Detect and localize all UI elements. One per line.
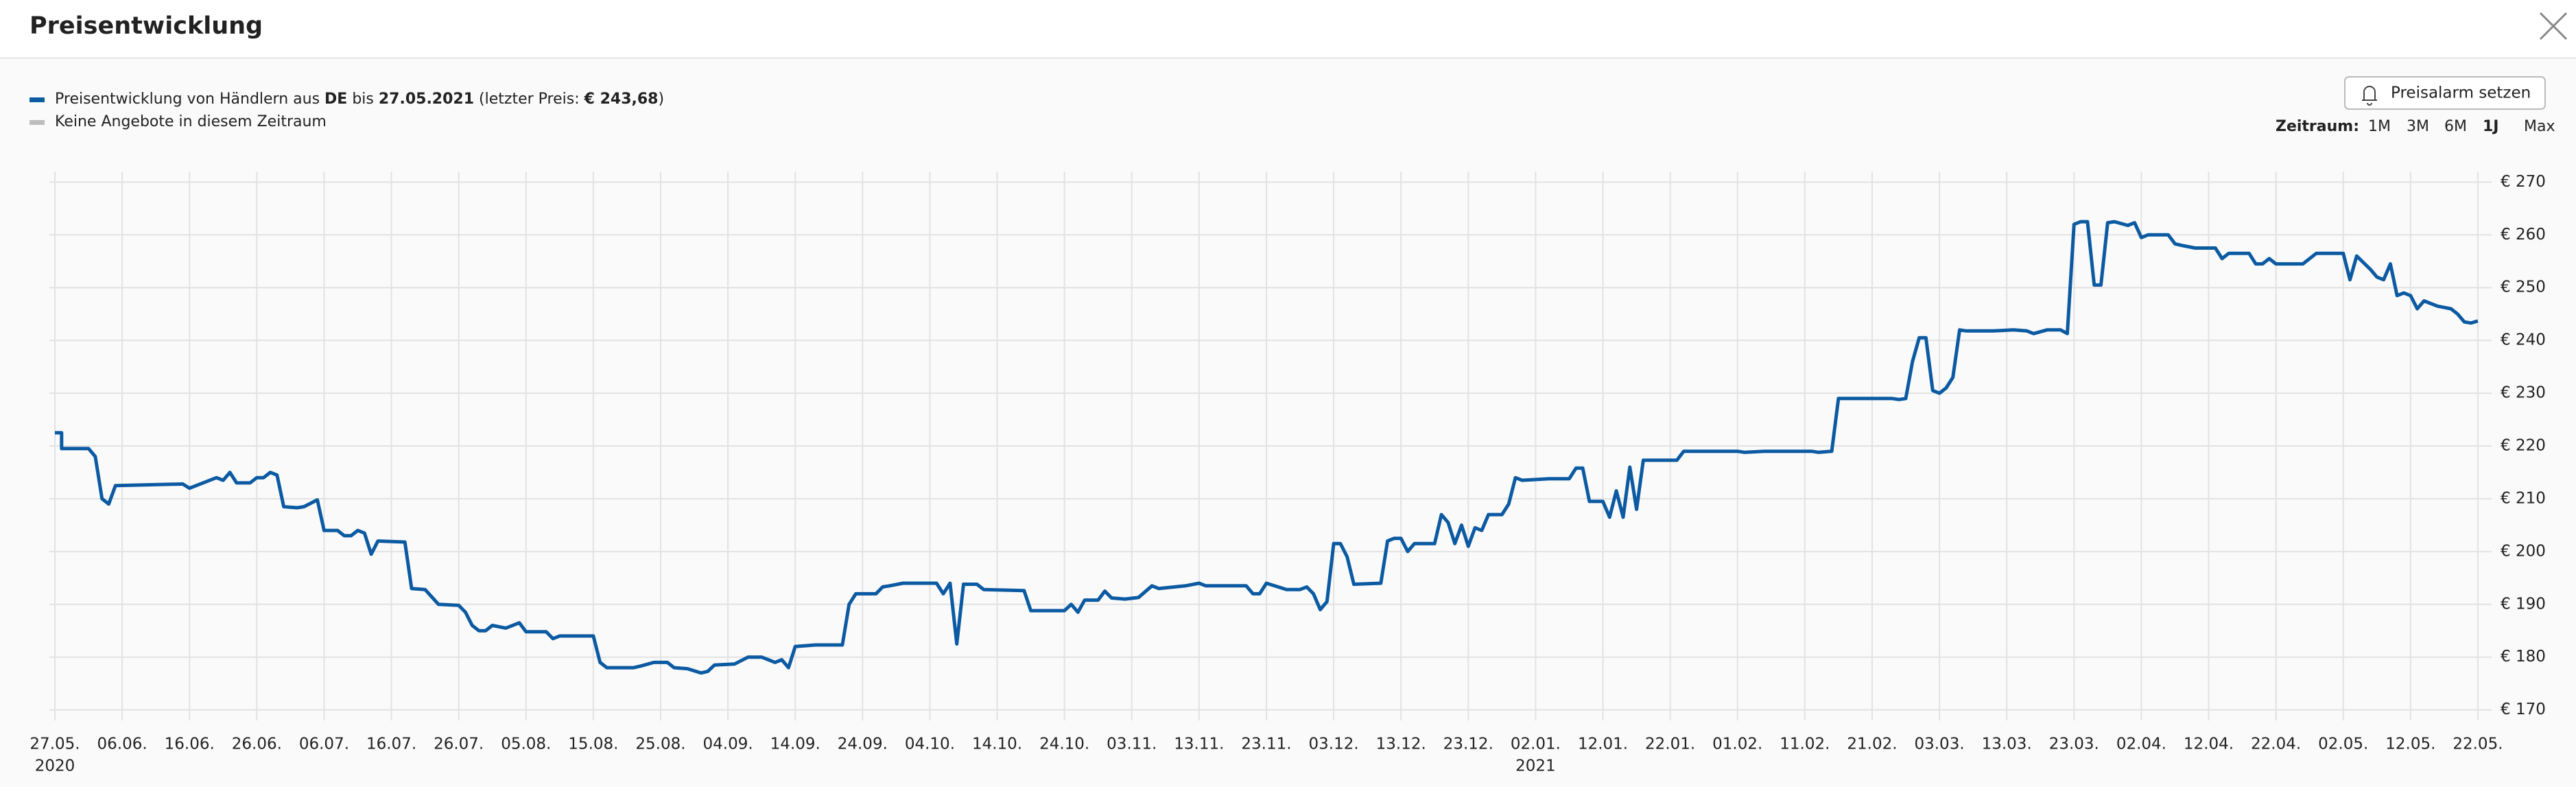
x-tick-label: 22.05. xyxy=(2453,736,2503,753)
x-tick-label: 27.05. xyxy=(29,736,80,753)
y-tick-label: € 230 xyxy=(2501,384,2546,402)
legend-label: Preisentwicklung von Händlern aus DE bis… xyxy=(55,91,664,108)
x-tick-label: 12.04. xyxy=(2184,736,2234,753)
legend-swatch xyxy=(29,97,45,102)
y-tick-label: € 180 xyxy=(2501,648,2546,666)
x-tick-label: 04.09. xyxy=(703,736,753,753)
x-tick-label: 22.01. xyxy=(1645,736,1695,753)
alarm-button[interactable]: Preisalarm setzen xyxy=(2344,76,2546,110)
range-option[interactable]: 1M xyxy=(2368,118,2391,135)
y-tick-label: € 270 xyxy=(2501,173,2546,191)
y-tick-label: € 250 xyxy=(2501,279,2546,296)
x-tick-label: 24.09. xyxy=(838,736,888,753)
x-tick-label: 02.04. xyxy=(2116,736,2166,753)
x-tick-label: 26.07. xyxy=(434,736,484,753)
x-year-label: 2021 xyxy=(1515,757,1556,775)
bell-icon xyxy=(2362,86,2377,106)
x-tick-label: 23.11. xyxy=(1241,736,1291,753)
legend-part: bis xyxy=(347,91,379,108)
x-tick-label: 12.05. xyxy=(2385,736,2435,753)
x-tick-label: 02.01. xyxy=(1511,736,1561,753)
x-tick-label: 13.11. xyxy=(1174,736,1224,753)
range-option[interactable]: 1J xyxy=(2483,118,2499,135)
button-label[interactable]: Preisalarm setzen xyxy=(2391,84,2531,102)
x-tick-label: 16.07. xyxy=(366,736,416,753)
y-tick-label: € 210 xyxy=(2501,489,2546,507)
x-tick-label: 11.02. xyxy=(1780,736,1830,753)
x-tick-label: 21.02. xyxy=(1847,736,1897,753)
x-tick-label: 01.02. xyxy=(1712,736,1762,753)
y-tick-label: € 170 xyxy=(2501,701,2546,718)
x-tick-label: 13.12. xyxy=(1376,736,1426,753)
range-option[interactable]: 6M xyxy=(2444,118,2467,135)
title: Preisentwicklung xyxy=(29,12,263,40)
y-tick-label: € 190 xyxy=(2501,595,2546,613)
legend-part: (letzter Preis: xyxy=(474,91,584,108)
x-tick-label: 23.03. xyxy=(2049,736,2099,753)
x-tick-label: 06.06. xyxy=(97,736,147,753)
legend-part: Preisentwicklung von Händlern aus xyxy=(55,91,324,108)
legend-part: € 243,68 xyxy=(584,91,659,108)
x-tick-label: 26.06. xyxy=(232,736,282,753)
y-tick-label: € 220 xyxy=(2501,437,2546,455)
x-tick-label: 06.07. xyxy=(299,736,349,753)
x-tick-label: 23.12. xyxy=(1443,736,1493,753)
x-tick-label: 13.03. xyxy=(1982,736,2032,753)
x-tick-label: 03.12. xyxy=(1309,736,1359,753)
close-icon[interactable] xyxy=(2539,12,2568,40)
legend-label: Keine Angebote in diesem Zeitraum xyxy=(55,113,327,130)
x-tick-label: 12.01. xyxy=(1578,736,1628,753)
x-tick-label: 03.03. xyxy=(1914,736,1964,753)
y-tick-label: € 260 xyxy=(2501,226,2546,244)
close-button[interactable] xyxy=(2539,12,2568,40)
header-bg xyxy=(0,0,2576,58)
y-tick-label: € 240 xyxy=(2501,331,2546,349)
x-tick-label: 15.08. xyxy=(568,736,618,753)
button-frame[interactable] xyxy=(2344,76,2546,110)
y-tick-label: € 200 xyxy=(2501,542,2546,560)
range-label: Zeitraum: xyxy=(2276,118,2359,135)
x-tick-label: 16.06. xyxy=(165,736,215,753)
x-tick-label: 22.04. xyxy=(2251,736,2301,753)
x-tick-label: 04.10. xyxy=(905,736,955,753)
range-option[interactable]: 3M xyxy=(2407,118,2429,135)
x-year-label: 2020 xyxy=(35,757,75,775)
x-tick-label: 03.11. xyxy=(1107,736,1157,753)
legend-swatch xyxy=(29,120,45,125)
range-option[interactable]: Max xyxy=(2524,118,2555,135)
legend-part: 27.05.2021 xyxy=(379,91,474,108)
x-tick-label: 05.08. xyxy=(501,736,551,753)
x-tick-label: 14.09. xyxy=(770,736,820,753)
legend-part: ) xyxy=(658,91,664,108)
x-tick-label: 02.05. xyxy=(2318,736,2368,753)
x-tick-label: 24.10. xyxy=(1039,736,1089,753)
price-line xyxy=(55,220,2479,675)
legend-part: DE xyxy=(324,91,347,108)
x-tick-label: 25.08. xyxy=(635,736,685,753)
x-tick-label: 14.10. xyxy=(972,736,1022,753)
